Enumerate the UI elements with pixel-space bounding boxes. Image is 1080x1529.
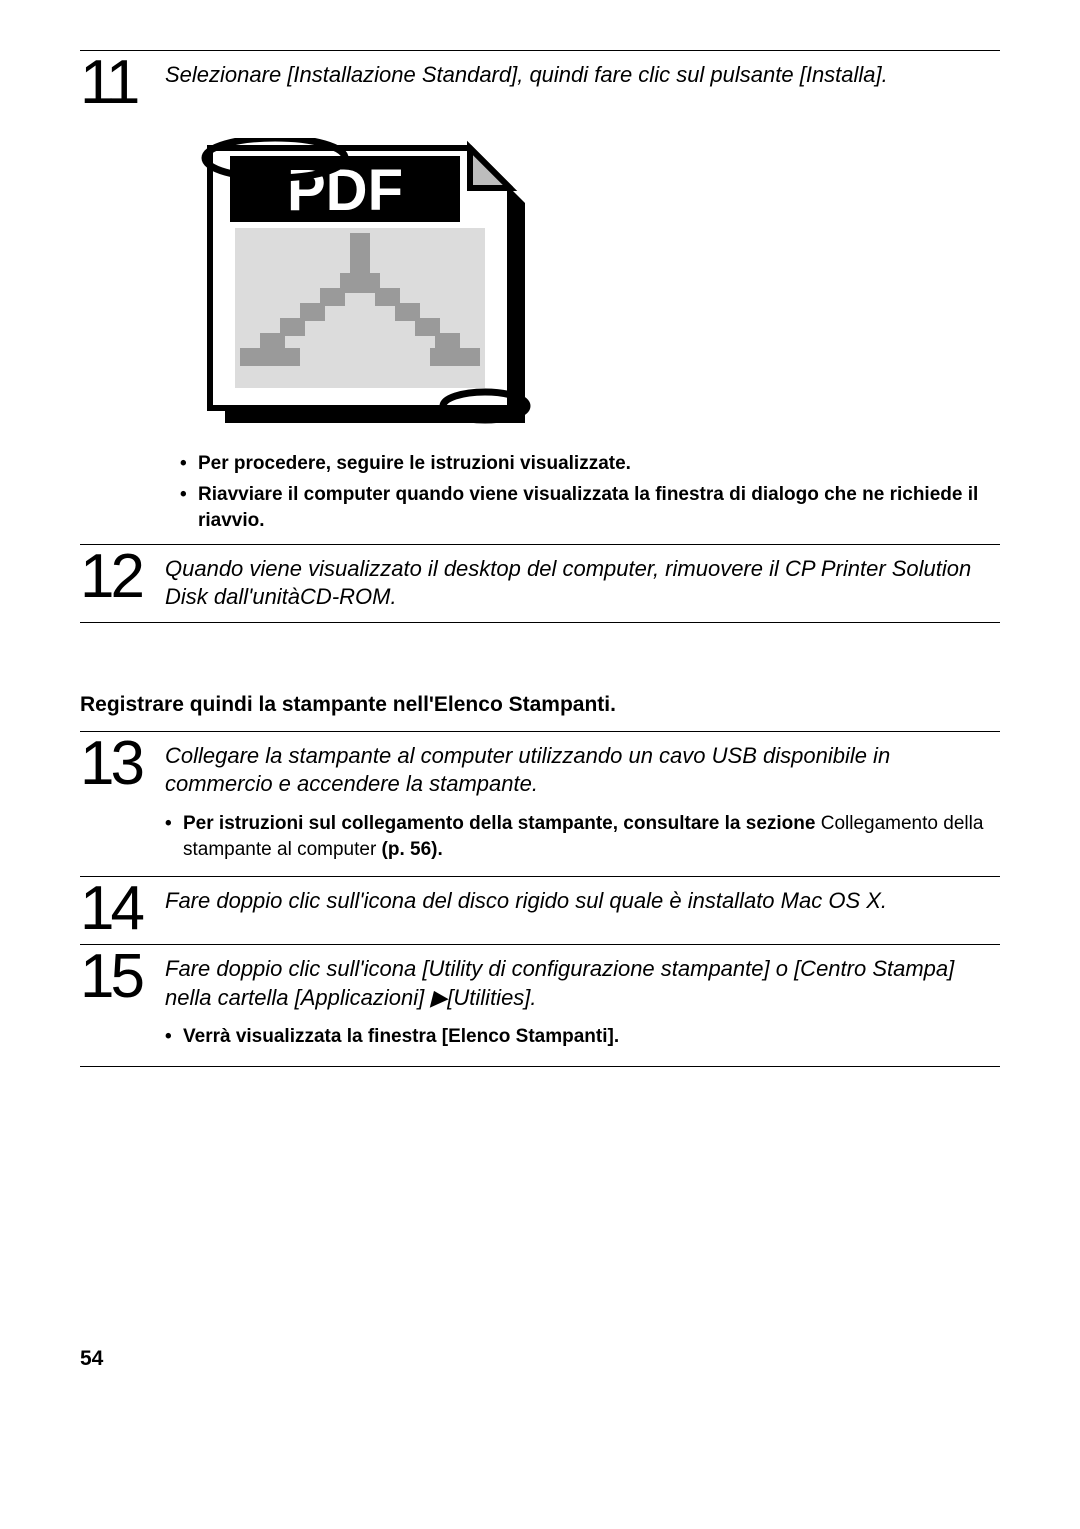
step-instruction: Quando viene visualizzato il desktop del… [165, 555, 1000, 612]
bullet-item: Verrà visualizzata la finestra [Elenco S… [165, 1024, 1000, 1050]
pdf-icon-illustration: PDF [180, 138, 1000, 433]
step-number: 14 [80, 883, 165, 936]
step-number: 12 [80, 551, 165, 604]
step-instruction: Fare doppio clic sull'icona [Utility di … [165, 955, 1000, 1012]
bullet-item: Riavviare il computer quando viene visua… [180, 482, 1000, 533]
bullet-item: Per istruzioni sul collegamento della st… [165, 811, 1000, 862]
step-15: 15 Fare doppio clic sull'icona [Utility … [80, 944, 1000, 1064]
step-14: 14 Fare doppio clic sull'icona del disco… [80, 876, 1000, 944]
step-11-bullets: Per procedere, seguire le istruzioni vis… [180, 451, 1000, 534]
step-body: Fare doppio clic sull'icona del disco ri… [165, 883, 1000, 916]
step-12: 12 Quando viene visualizzato il desktop … [80, 544, 1000, 620]
step-instruction: Fare doppio clic sull'icona del disco ri… [165, 887, 1000, 916]
step-13: 13 Collegare la stampante al computer ut… [80, 731, 1000, 876]
step-instruction: Selezionare [Installazione Standard], qu… [165, 61, 1000, 90]
instr-part2: [Utilities]. [447, 985, 536, 1010]
divider [80, 1066, 1000, 1067]
arrow-icon: ▶ [430, 985, 447, 1010]
step-15-bullets: Verrà visualizzata la finestra [Elenco S… [165, 1024, 1000, 1050]
bullet-ref: (p. 56). [382, 839, 443, 860]
step-13-bullets: Per istruzioni sul collegamento della st… [165, 811, 1000, 862]
step-number: 15 [80, 951, 165, 1004]
step-number: 11 [80, 57, 165, 110]
instr-part1: Fare doppio clic sull'icona [Utility di … [165, 956, 954, 1010]
step-number: 13 [80, 738, 165, 791]
bullet-bold: Per istruzioni sul collegamento della st… [183, 813, 821, 834]
step-instruction: Collegare la stampante al computer utili… [165, 742, 1000, 799]
section-heading: Registrare quindi la stampante nell'Elen… [80, 693, 1000, 717]
bullet-item: Per procedere, seguire le istruzioni vis… [180, 451, 1000, 477]
step-body: Selezionare [Installazione Standard], qu… [165, 57, 1000, 90]
step-body: Collegare la stampante al computer utili… [165, 738, 1000, 868]
divider [80, 622, 1000, 623]
step-body: Fare doppio clic sull'icona [Utility di … [165, 951, 1000, 1056]
step-body: Quando viene visualizzato il desktop del… [165, 551, 1000, 612]
svg-text:PDF: PDF [287, 158, 403, 223]
step-11: 11 Selezionare [Installazione Standard],… [80, 50, 1000, 118]
page-number: 54 [80, 1347, 1000, 1371]
